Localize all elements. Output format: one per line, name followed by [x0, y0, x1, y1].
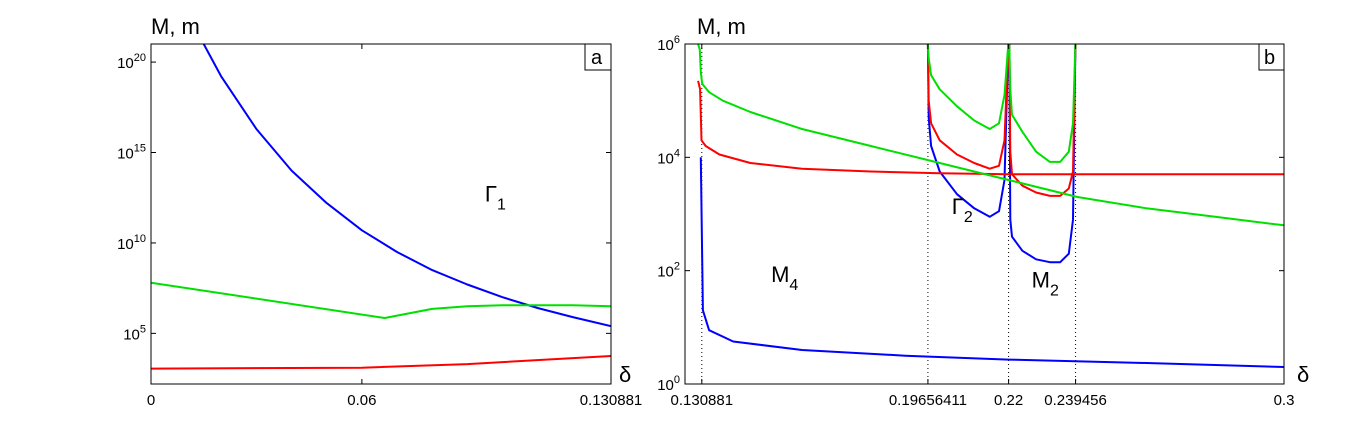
series-line [926, 44, 1010, 130]
x-tick-label: 0.3 [1274, 392, 1295, 409]
panel-a-letter: a [591, 47, 603, 69]
annotation-label: Γ2 [952, 194, 973, 226]
panel-b-ticks: 0.130881 0.19656411 0.22 0.239456 0.3 100 102 1… [657, 34, 1294, 409]
y-tick-label: 100 [657, 374, 680, 394]
series-line [1008, 44, 1077, 197]
panel-a-ylabel: M, m [151, 14, 200, 39]
y-tick-label: 1020 [117, 52, 146, 72]
panel-b-frame [684, 43, 1285, 385]
panel-a-series [151, 44, 611, 370]
x-tick-label: 0.19656411 [889, 392, 967, 409]
panel-b: 0.130881 0.19656411 0.22 0.239456 0.3 100 102 1… [657, 14, 1309, 409]
series-line [1008, 44, 1077, 264]
y-tick-label: 1010 [117, 233, 146, 253]
panel-b-xlabel: δ [1297, 362, 1309, 387]
y-tick-label: 106 [657, 34, 680, 54]
x-tick-label: 0.22 [994, 392, 1023, 409]
series-line [202, 44, 611, 328]
x-tick-label: 0.130881 [580, 392, 643, 409]
panel-b-letter: b [1264, 47, 1275, 69]
panel-b-ylabel: M, m [697, 14, 746, 39]
series-line [151, 355, 611, 370]
annotation-label: M4 [771, 262, 798, 294]
y-tick-label: 102 [657, 261, 680, 281]
series-line [697, 44, 1284, 227]
x-tick-label: 0 [147, 392, 155, 409]
panel-b-series [697, 44, 1284, 368]
series-line [699, 157, 1284, 368]
annotation-label: M2 [1032, 268, 1059, 300]
series-line [151, 281, 611, 319]
annotation-label: Γ1 [485, 181, 506, 213]
panel-a-xlabel: δ [619, 362, 631, 387]
series-line [926, 44, 1010, 218]
y-tick-label: 1015 [117, 143, 146, 163]
panel-a: 0 0.06 0.130881 105 1010 1015 1020 M, m δ a Γ1 [117, 14, 642, 409]
y-tick-label: 105 [123, 323, 146, 343]
panel-a-frame [150, 43, 612, 385]
y-tick-label: 104 [657, 147, 680, 167]
series-line [926, 44, 1010, 170]
x-tick-label: 0.06 [347, 392, 376, 409]
panel-a-letter-box [584, 43, 612, 71]
panel-a-annotations: Γ1 [485, 181, 506, 213]
series-line [1008, 44, 1077, 163]
panel-b-annotations: M4 Γ2 M2 [771, 194, 1059, 300]
x-tick-label: 0.239456 [1044, 392, 1107, 409]
panel-a-ticks: 0 0.06 0.130881 105 1010 1015 1020 [117, 44, 642, 409]
panel-b-letter-box [1258, 43, 1285, 71]
series-line [697, 80, 1284, 176]
x-tick-label: 0.130881 [671, 392, 734, 409]
